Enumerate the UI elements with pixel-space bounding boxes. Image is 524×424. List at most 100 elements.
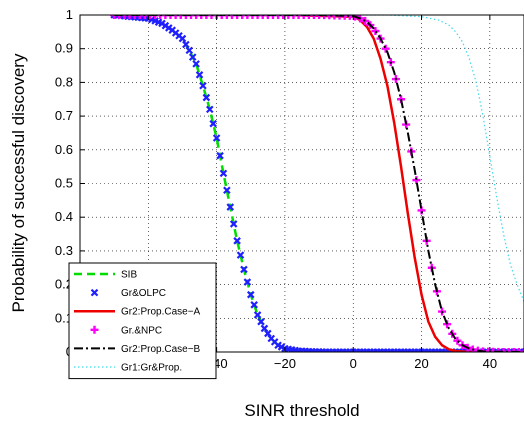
- data-point-x-marker: [209, 119, 217, 128]
- data-point-x-marker: [202, 93, 211, 102]
- data-point-x-marker: [229, 220, 238, 228]
- data-point-plus-marker: [135, 15, 144, 19]
- data-point-x-marker: [260, 324, 269, 333]
- data-point-x-marker: [216, 151, 224, 160]
- data-point-plus-marker: [187, 15, 195, 19]
- data-point-x-marker: [185, 46, 194, 55]
- data-point-x-marker: [264, 329, 272, 338]
- x-tick-label: 40: [483, 356, 497, 371]
- legend-marker-plus: [90, 325, 99, 334]
- data-point-plus-marker: [243, 15, 252, 19]
- series-gr2-prop-case-a: [114, 15, 524, 352]
- data-point-plus-marker: [371, 27, 380, 36]
- data-point-plus-marker: [504, 348, 513, 352]
- y-tick-label: 0.6: [55, 142, 73, 157]
- series-line: [114, 15, 524, 352]
- data-point-plus-marker: [263, 15, 272, 19]
- legend-label: SIB: [121, 270, 137, 281]
- data-point-plus-marker: [151, 15, 160, 19]
- data-point-plus-marker: [181, 15, 190, 19]
- data-point-x-marker: [195, 71, 204, 79]
- data-point-plus-marker: [253, 15, 262, 19]
- legend-marker-x: [90, 288, 99, 297]
- data-point-plus-marker: [161, 15, 170, 19]
- data-point-plus-marker: [146, 15, 155, 19]
- data-point-plus-marker: [120, 15, 129, 19]
- data-point-x-marker: [178, 34, 187, 43]
- data-point-plus-marker: [166, 15, 175, 19]
- y-tick-label: 0.1: [55, 310, 73, 325]
- data-point-x-marker: [243, 278, 252, 286]
- legend-label: Gr2:Prop.Case−A: [121, 307, 201, 318]
- data-point-plus-marker: [130, 15, 139, 19]
- series-gr1-gr-prop-: [114, 15, 524, 302]
- y-axis-title: Probability of successful discovery: [9, 53, 28, 312]
- data-point-plus-marker: [156, 15, 165, 19]
- data-point-x-marker: [246, 290, 255, 299]
- y-tick-label: 0.5: [55, 176, 73, 191]
- y-tick-label: 0.7: [55, 108, 73, 123]
- x-axis-title: SINR threshold: [244, 401, 359, 420]
- data-point-plus-marker: [140, 15, 149, 19]
- series-gr2-prop-case-b: [114, 15, 524, 352]
- data-point-x-marker: [199, 81, 207, 90]
- data-point-plus-marker: [304, 15, 313, 19]
- data-point-plus-marker: [192, 15, 201, 19]
- data-point-plus-marker: [207, 15, 216, 19]
- data-point-x-marker: [257, 317, 265, 326]
- x-tick-label: 0: [350, 356, 357, 371]
- y-tick-label: 0.4: [55, 209, 73, 224]
- data-point-plus-marker: [274, 15, 283, 19]
- data-point-plus-marker: [222, 15, 231, 19]
- data-point-plus-marker: [284, 15, 293, 19]
- data-point-plus-marker: [289, 15, 298, 19]
- data-point-x-marker: [236, 251, 245, 259]
- data-point-plus-marker: [171, 15, 180, 19]
- series-line: [114, 15, 524, 302]
- data-point-plus-marker: [361, 16, 370, 25]
- data-point-x-marker: [253, 311, 262, 319]
- data-point-plus-marker: [217, 15, 226, 19]
- data-point-plus-marker: [238, 15, 247, 19]
- legend-label: Gr2:Prop.Case−B: [121, 344, 201, 355]
- data-point-x-marker: [212, 134, 221, 142]
- data-point-x-marker: [226, 203, 235, 211]
- data-point-plus-marker: [248, 15, 257, 19]
- data-point-plus-marker: [315, 15, 324, 19]
- data-point-x-marker: [219, 169, 228, 178]
- data-point-x-marker: [188, 53, 197, 61]
- series-line: [114, 15, 524, 352]
- legend: SIB Gr&OLPC Gr2:Prop.Case−A Gr.&NPC Gr2:Prop…: [68, 262, 217, 380]
- data-point-plus-marker: [381, 44, 390, 53]
- data-point-plus-marker: [453, 336, 462, 345]
- grid: [80, 15, 524, 352]
- data-point-plus-marker: [125, 15, 134, 19]
- x-tick-label: −20: [274, 356, 296, 371]
- data-point-plus-marker: [258, 15, 267, 19]
- data-point-plus-marker: [268, 15, 277, 19]
- data-point-plus-marker: [499, 348, 508, 352]
- data-point-plus-marker: [233, 15, 242, 19]
- legend-label: Gr.&NPC: [121, 325, 162, 336]
- data-point-x-marker: [240, 265, 248, 274]
- data-point-plus-marker: [412, 176, 421, 185]
- data-point-x-marker: [250, 301, 258, 309]
- data-point-plus-marker: [309, 15, 318, 19]
- data-point-x-marker: [223, 186, 231, 195]
- y-tick-label: 0.3: [55, 243, 73, 258]
- data-point-plus-marker: [279, 15, 288, 19]
- legend-box: [68, 262, 217, 380]
- x-tick-label: 20: [414, 356, 428, 371]
- data-point-plus-marker: [115, 15, 124, 19]
- data-point-x-marker: [182, 40, 190, 49]
- y-tick-label: 0.9: [55, 41, 73, 56]
- legend-label: Gr&OLPC: [121, 288, 166, 299]
- data-point-plus-marker: [110, 15, 119, 19]
- y-tick-label: 0.8: [55, 74, 73, 89]
- data-point-plus-marker: [294, 15, 303, 19]
- data-point-x-marker: [233, 237, 241, 245]
- data-point-plus-marker: [202, 15, 211, 19]
- data-point-plus-marker: [227, 15, 236, 19]
- data-point-plus-marker: [197, 15, 206, 19]
